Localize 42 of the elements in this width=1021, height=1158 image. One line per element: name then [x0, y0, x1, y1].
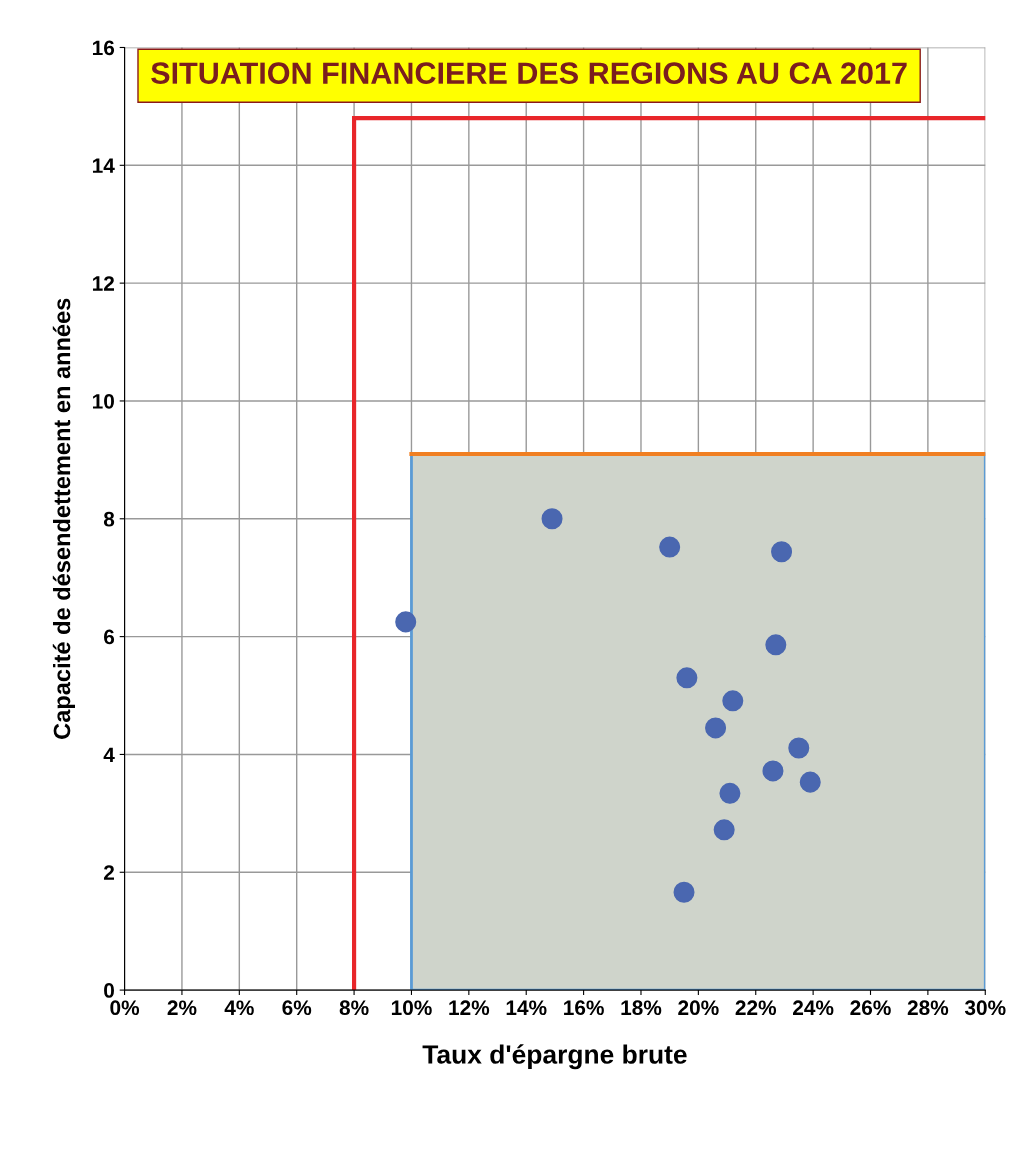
y-tick-label: 14 — [92, 158, 115, 173]
x-tick-label: 4% — [224, 1000, 254, 1016]
point — [765, 634, 787, 656]
x-axis-title: Taux d'épargne brute — [422, 1044, 687, 1070]
y-tick-label: 4 — [103, 747, 115, 762]
x-tick-label: 16% — [564, 1000, 604, 1016]
y-tick-label: 16 — [92, 40, 115, 56]
x-tick-label: 26% — [850, 1000, 891, 1016]
y-tick-label: 8 — [103, 511, 115, 527]
point — [788, 737, 810, 759]
point — [799, 771, 821, 793]
x-tick-label: 18% — [621, 1000, 662, 1016]
point — [673, 881, 695, 903]
y-tick-label: 12 — [92, 276, 115, 291]
x-tick-label: 20% — [678, 1000, 719, 1016]
x-tick-label: 6% — [282, 1000, 312, 1016]
y-axis-title: Capacité de désendettement en années — [52, 298, 75, 739]
point — [676, 667, 698, 689]
x-tick-label: 14% — [506, 1000, 547, 1016]
point — [395, 611, 417, 633]
x-tick-label: 30% — [964, 1000, 1006, 1016]
y-tick-label: 6 — [104, 629, 115, 645]
y-tick-label: 0 — [104, 983, 114, 998]
x-tick-label: 22% — [735, 1000, 777, 1016]
point — [762, 760, 784, 782]
y-tick-label: 2 — [103, 865, 115, 880]
point — [541, 508, 563, 530]
x-tick-label: 2% — [167, 1000, 197, 1016]
point — [719, 782, 741, 804]
x-tick-label: 28% — [907, 1000, 949, 1016]
x-tick-label: 0% — [110, 1000, 140, 1016]
x-tick-label: 10% — [391, 1000, 432, 1016]
point — [771, 541, 793, 563]
point — [722, 690, 744, 712]
x-tick-label: 24% — [793, 1000, 834, 1016]
chart-title: SITUATION FINANCIERE DES REGIONS AU CA 2017 — [151, 62, 907, 84]
point — [713, 819, 735, 841]
point — [659, 536, 681, 558]
point — [705, 717, 727, 739]
x-tick-label: 12% — [449, 1000, 490, 1016]
y-tick-label: 10 — [92, 393, 114, 409]
x-tick-label: 8% — [339, 1000, 369, 1016]
